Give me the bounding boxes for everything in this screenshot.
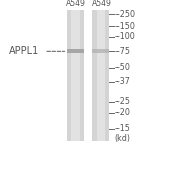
Bar xyxy=(96,10,105,141)
Text: --150: --150 xyxy=(115,22,136,31)
Text: --37: --37 xyxy=(115,77,131,86)
Text: --50: --50 xyxy=(115,63,131,72)
Text: --15: --15 xyxy=(115,124,131,133)
Text: A549: A549 xyxy=(66,0,86,8)
Bar xyxy=(67,49,84,53)
Text: --20: --20 xyxy=(115,108,131,117)
Text: --250: --250 xyxy=(115,10,136,19)
Bar xyxy=(92,10,109,141)
Text: (kd): (kd) xyxy=(115,134,131,143)
Text: --100: --100 xyxy=(115,32,136,41)
Text: A549: A549 xyxy=(92,0,112,8)
Bar xyxy=(92,49,109,53)
Bar xyxy=(67,10,84,141)
Text: APPL1: APPL1 xyxy=(9,46,39,56)
Bar xyxy=(71,10,80,141)
Text: --75: --75 xyxy=(115,47,131,56)
Text: --25: --25 xyxy=(115,97,131,106)
